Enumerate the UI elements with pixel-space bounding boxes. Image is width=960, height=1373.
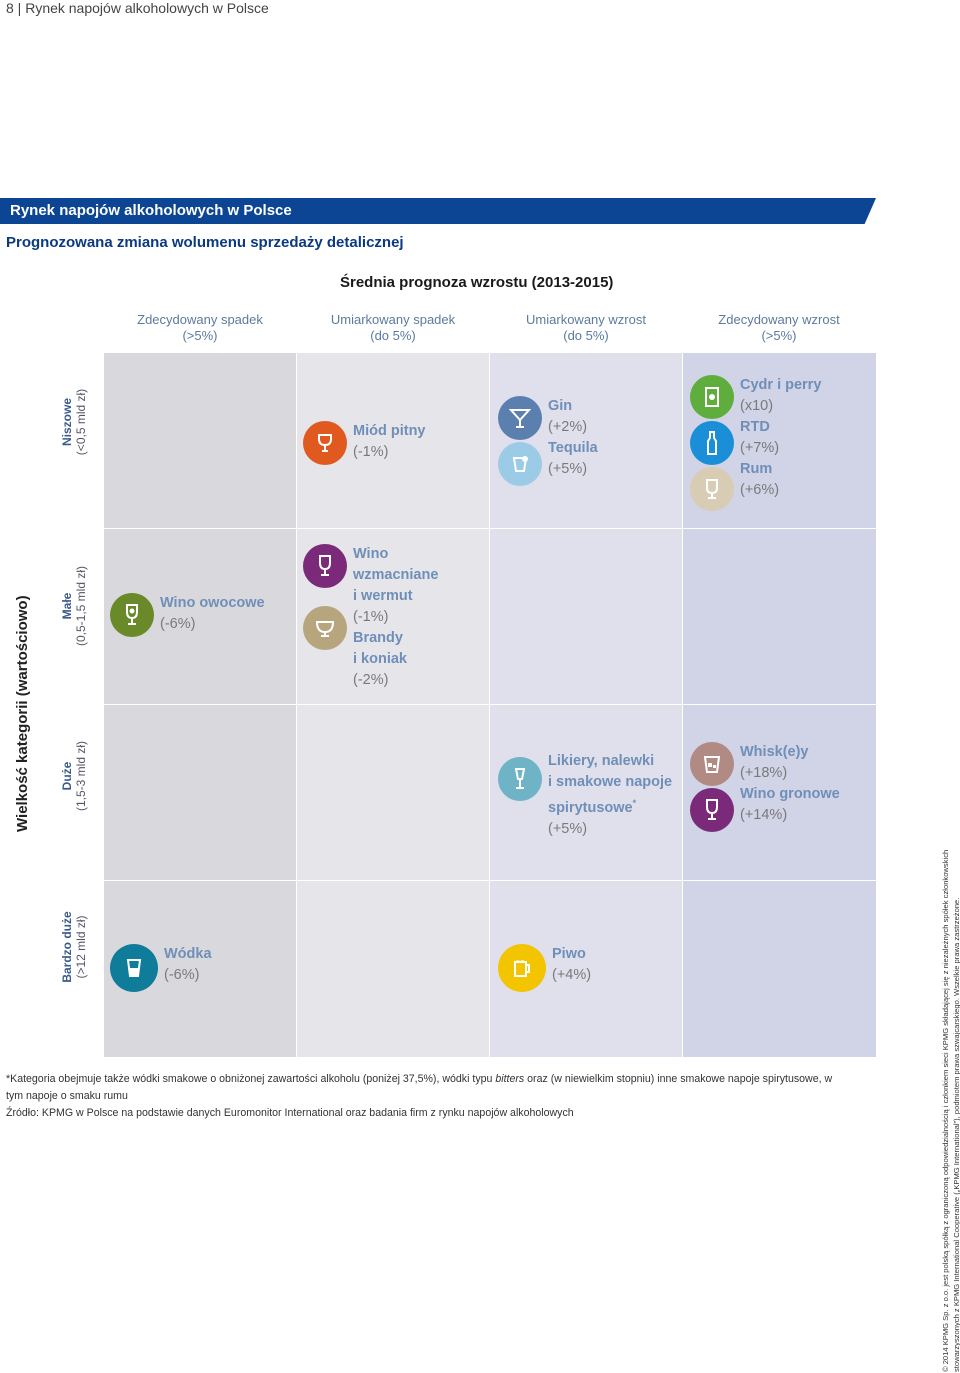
section-banner: Rynek napojów alkoholowych w Polsce	[0, 198, 876, 224]
wine-glass-icon	[303, 544, 347, 588]
item-whisky-wino-gronowe: Whisk(e)y (+18%) Wino gronowe (+14%)	[690, 742, 840, 832]
item-cydr-rtd-rum: Cydr i perry (x10) RTD (+7%) Rum (+6%)	[690, 375, 821, 511]
footnote-asterisk: *Kategoria obejmuje także wódki smakowe …	[6, 1073, 833, 1102]
page-header: 8 | Rynek napojów alkoholowych w Polsce	[6, 0, 269, 16]
item-miod-pitny: Miód pitny (-1%)	[303, 421, 426, 465]
item-likiery: Likiery, nalewki i smakowe napoje spiryt…	[498, 751, 672, 840]
item-wino-brandy: Wino wzmacniane i wermut (-1%) Brandy i …	[303, 544, 438, 691]
rum-glass-icon	[690, 467, 734, 511]
chart-title: Średnia prognoza wzrostu (2013-2015)	[340, 274, 614, 291]
beer-mug-icon	[498, 944, 546, 992]
item-piwo: Piwo (+4%)	[498, 944, 591, 992]
cider-glass-icon	[690, 375, 734, 419]
row-divider	[104, 528, 876, 529]
footnotes: *Kategoria obejmuje także wódki smakowe …	[6, 1071, 836, 1122]
item-gin-tequila: Gin (+2%) Tequila (+5%)	[498, 396, 598, 486]
column-header-3: Umiarkowany wzrost (do 5%)	[526, 312, 646, 343]
grape-wine-glass-icon	[690, 788, 734, 832]
liqueur-glass-icon	[498, 757, 542, 801]
banner-title: Rynek napojów alkoholowych w Polsce	[10, 202, 292, 219]
row-label-bardzo-duze: Bardzo duże (>12 mld zł)	[60, 911, 88, 983]
mead-glass-icon	[303, 421, 347, 465]
row-label-duze: Duże (1,5-3 mld zł)	[60, 741, 88, 812]
bottle-icon	[690, 421, 734, 465]
row-label-niszowe: Niszowe (<0,5 mld zł)	[60, 388, 88, 456]
brandy-glass-icon	[303, 606, 347, 650]
column-header-4: Zdecydowany wzrost (>5%)	[718, 312, 840, 343]
item-wodka: Wódka (-6%)	[110, 944, 212, 992]
matrix-column-2	[297, 353, 489, 1057]
whisky-glass-icon	[690, 742, 734, 786]
row-divider	[104, 880, 876, 881]
item-wino-owocowe: Wino owocowe (-6%)	[110, 593, 265, 637]
y-axis-label: Wielkość kategorii (wartościowo)	[14, 595, 31, 832]
column-header-2: Umiarkowany spadek (do 5%)	[330, 312, 456, 343]
footnote-source: Źródło: KPMG w Polsce na podstawie danyc…	[6, 1107, 574, 1119]
row-divider	[104, 704, 876, 705]
row-label-male: Małe (0,5-1,5 mld zł)	[60, 565, 88, 647]
shot-glass-icon	[498, 442, 542, 486]
copyright-note: © 2014 KPMG Sp. z o.o. jest polską spółk…	[941, 849, 960, 1372]
subtitle: Prognozowana zmiana wolumenu sprzedaży d…	[6, 234, 404, 251]
matrix-column-1	[104, 353, 296, 1057]
column-header-1: Zdecydowany spadek (>5%)	[137, 312, 263, 343]
fruit-wine-glass-icon	[110, 593, 154, 637]
vodka-glass-icon	[110, 944, 158, 992]
cocktail-glass-icon	[498, 396, 542, 440]
